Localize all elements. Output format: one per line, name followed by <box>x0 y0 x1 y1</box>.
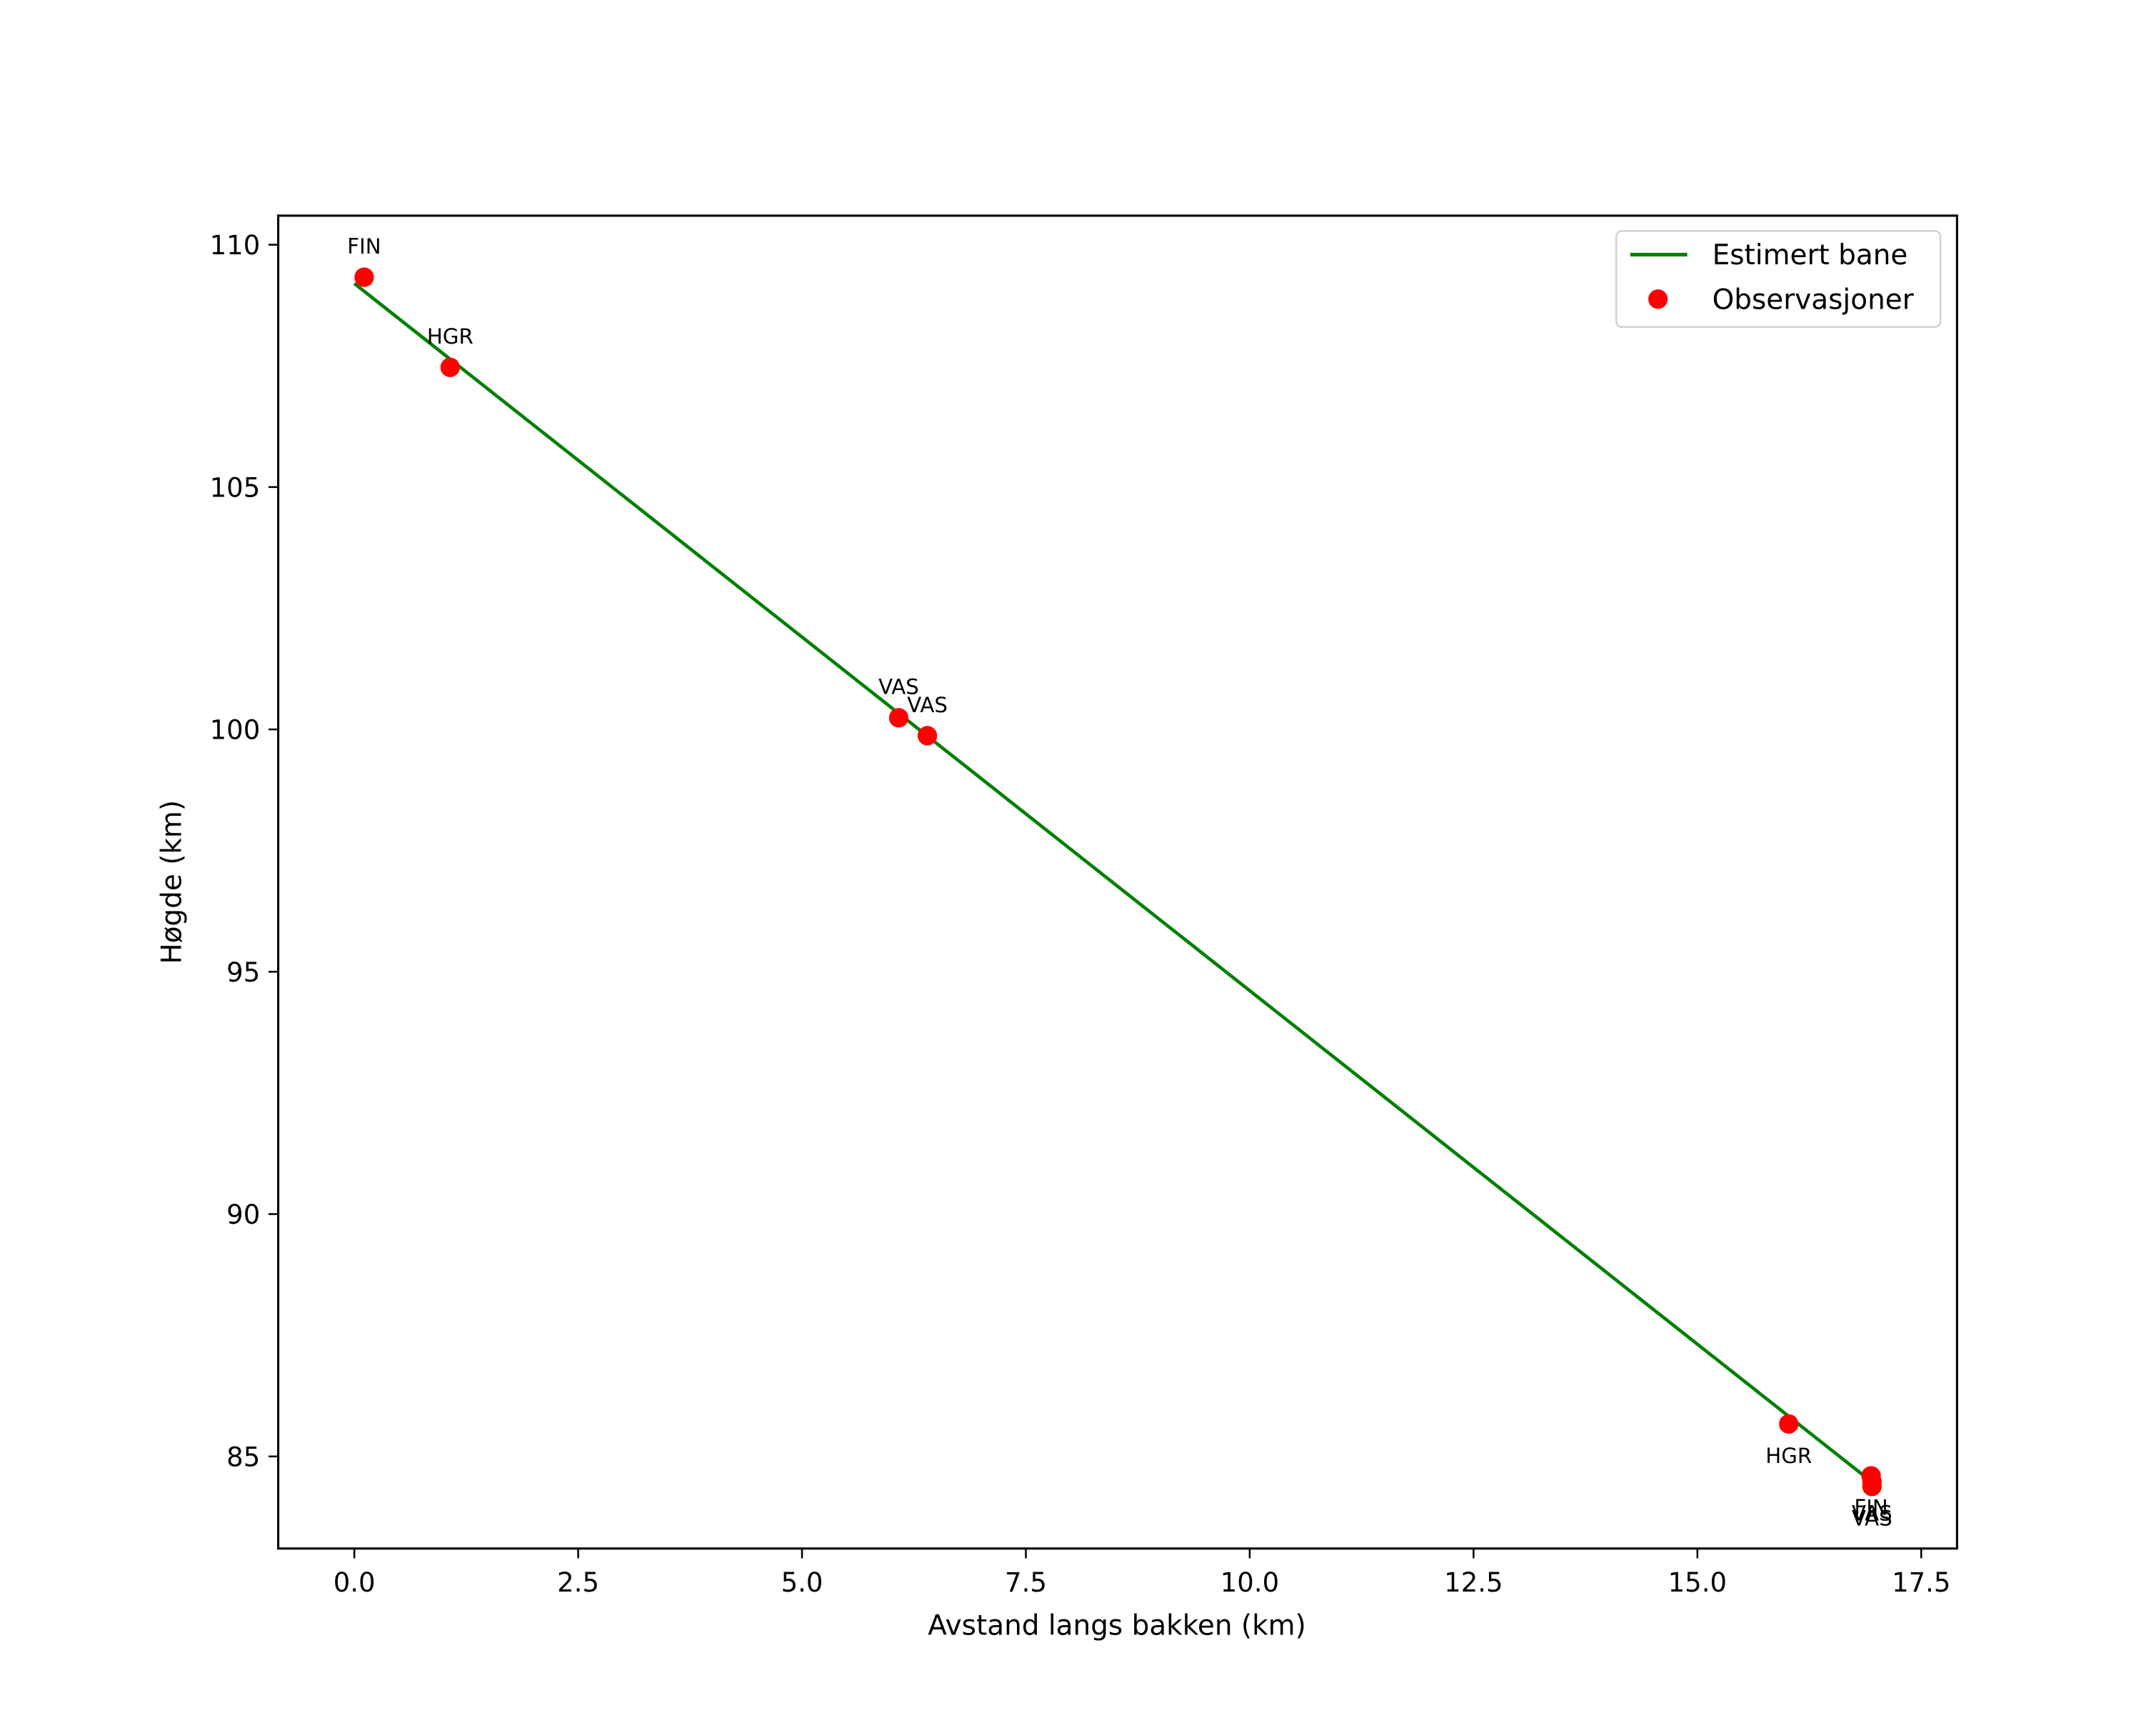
y-tick-label: 90 <box>226 1199 260 1230</box>
observation-point <box>1862 1477 1882 1497</box>
observation-point <box>440 357 460 377</box>
x-tick-label: 7.5 <box>1005 1567 1047 1598</box>
station-label: VAS <box>878 675 919 699</box>
x-tick-label: 10.0 <box>1220 1567 1279 1598</box>
x-tick-label: 2.5 <box>557 1567 599 1598</box>
observation-point <box>354 267 374 287</box>
y-tick-label: 95 <box>226 957 260 988</box>
y-tick-label: 100 <box>210 715 261 746</box>
station-label: HGR <box>427 324 473 349</box>
observation-point <box>917 726 938 746</box>
x-axis-label: Avstand langs bakken (km) <box>928 1610 1305 1642</box>
estimated-trajectory-line <box>353 282 1872 1482</box>
station-label: HGR <box>1765 1444 1812 1468</box>
station-label: VAS <box>1852 1502 1892 1526</box>
x-tick-label: 12.5 <box>1444 1567 1503 1598</box>
legend-box <box>1615 230 1942 328</box>
observation-point <box>1779 1414 1799 1434</box>
y-tick-label: 85 <box>226 1442 260 1472</box>
y-tick-label: 110 <box>210 230 261 261</box>
legend-label: Observasjoner <box>1713 284 1915 316</box>
legend-label: Estimert bane <box>1713 239 1908 271</box>
station-label: FIN <box>1854 1496 1887 1520</box>
x-axis: 0.0 2.5 5.0 7.5 10.0 12.5 15.0 17.5 <box>334 1548 1950 1598</box>
station-label: VAS <box>907 693 948 717</box>
legend-dot-icon <box>1648 289 1668 309</box>
observation-point <box>888 708 909 728</box>
y-tick-label: 105 <box>210 472 261 503</box>
y-axis-label: Høgde (km) <box>156 800 188 964</box>
x-tick-label: 5.0 <box>781 1567 823 1598</box>
axes-frame <box>277 214 1958 1550</box>
x-tick-label: 17.5 <box>1892 1567 1950 1598</box>
station-label: VAS <box>1852 1506 1892 1530</box>
station-label: FIN <box>347 234 381 259</box>
y-axis: 85 90 95 100 105 110 <box>210 230 279 1472</box>
x-tick-label: 15.0 <box>1668 1567 1727 1598</box>
legend: Estimert bane Observasjoner <box>1615 230 1942 328</box>
x-tick-label: 0.0 <box>334 1567 376 1598</box>
